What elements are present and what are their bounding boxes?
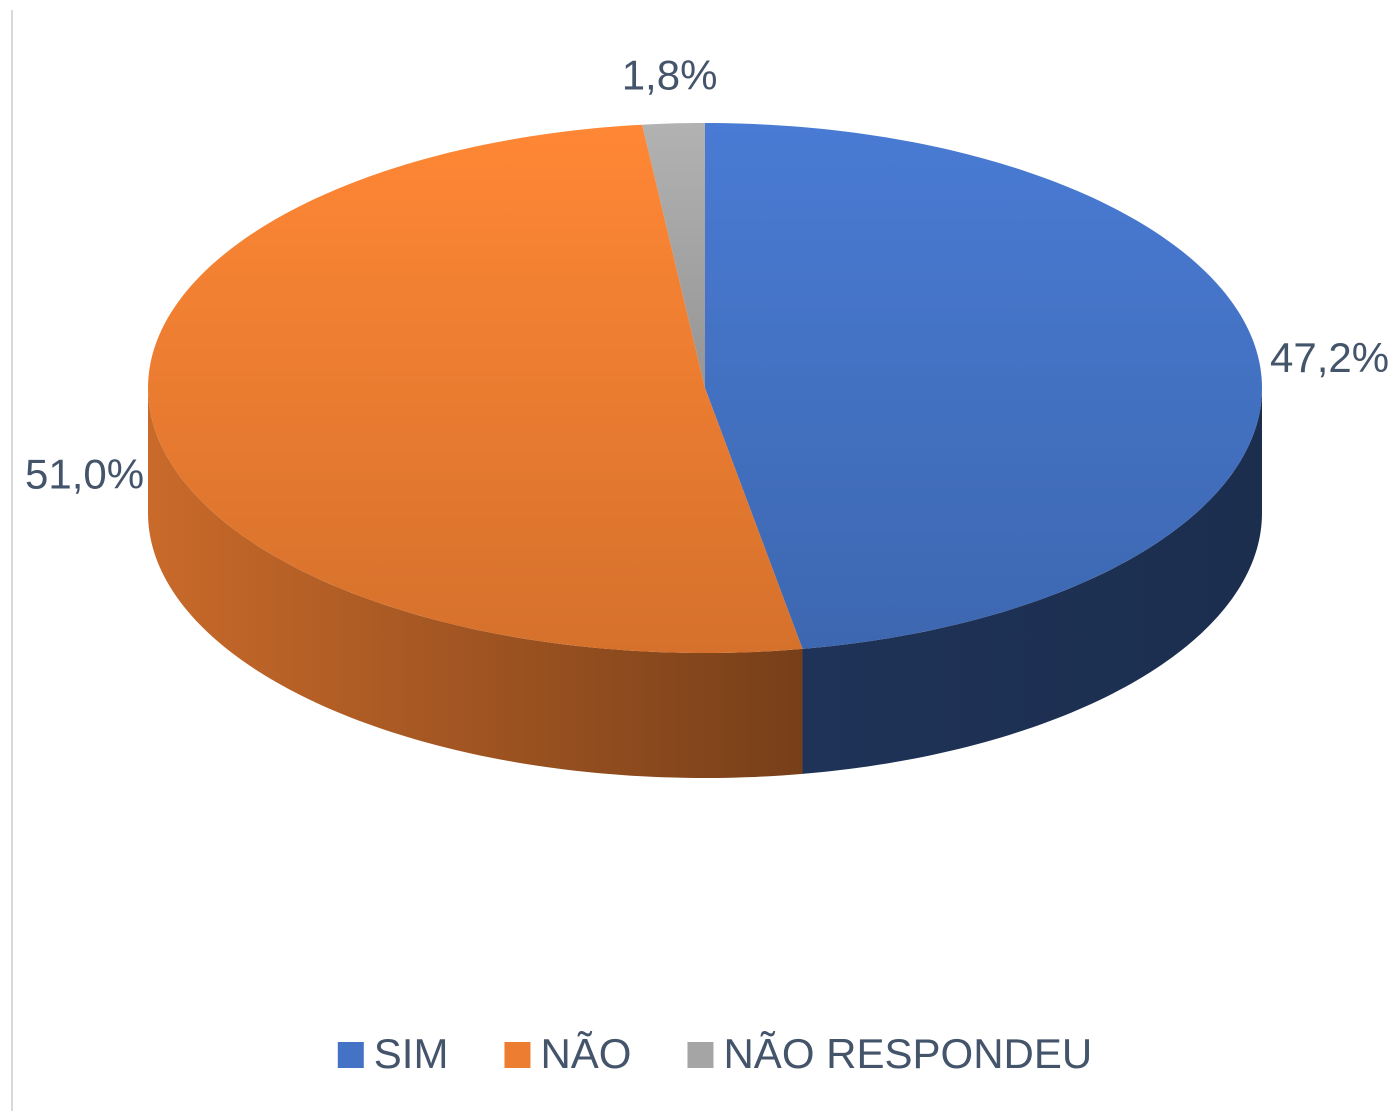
legend-label: NÃO RESPONDEU: [723, 1030, 1092, 1077]
data-labels: 47,2% 51,0% 1,8%: [25, 52, 1389, 498]
legend-swatch: [337, 1042, 364, 1068]
legend-swatch: [687, 1042, 714, 1068]
data-label: 51,0%: [25, 451, 144, 498]
pie-side: [148, 388, 803, 778]
pie-slice: [705, 123, 1262, 649]
legend: SIM NÃO NÃO RESPONDEU: [337, 1030, 1092, 1077]
pie-slice: [148, 124, 803, 653]
pie-tops: [148, 123, 1262, 653]
legend-label: SIM: [374, 1030, 449, 1077]
pie-side: [802, 388, 1262, 774]
legend-label: NÃO: [540, 1030, 631, 1077]
pie-slice: [642, 123, 705, 388]
pie-sides: [148, 388, 1262, 778]
data-label: 47,2%: [1270, 334, 1389, 381]
data-label: 1,8%: [622, 52, 718, 99]
legend-swatch: [504, 1042, 531, 1068]
